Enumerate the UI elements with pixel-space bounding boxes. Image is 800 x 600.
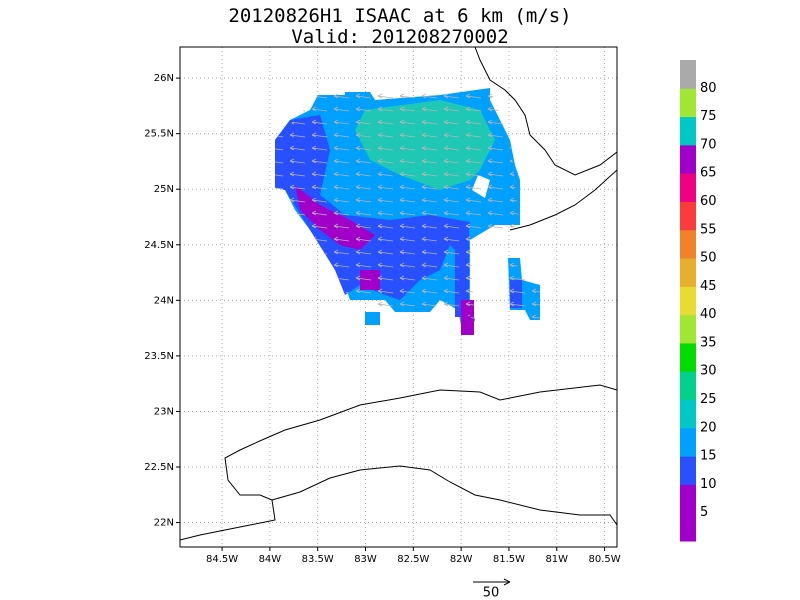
colorbar-label: 5 xyxy=(700,505,708,520)
shading xyxy=(275,88,540,335)
colorbar-label: 75 xyxy=(700,109,717,124)
grid xyxy=(180,47,617,547)
y-tick-label: 22.5N xyxy=(144,462,174,473)
x-tick-label: 84W xyxy=(259,554,282,565)
colorbar-segment xyxy=(680,484,696,514)
axis-labels: 84.5W 84W 83.5W 83W 82.5W 82W 81.5W 81W 80.5W 22N… xyxy=(144,73,621,565)
colorbar-label: 70 xyxy=(700,137,717,152)
colorbar-segment xyxy=(680,456,696,485)
colorbar-label: 80 xyxy=(700,81,717,96)
title: 20120826H1 ISAAC at 6 km (m/s) xyxy=(228,5,571,27)
colorbar-segment xyxy=(680,116,696,146)
y-tick-label: 25N xyxy=(154,184,174,195)
y-tick-label: 24.5N xyxy=(144,240,174,251)
coastline xyxy=(509,169,617,231)
y-tick-label: 24N xyxy=(154,295,174,306)
colorbar: 5 10 15 20 25 30 35 40 45 50 55 60 65 70 75 80 xyxy=(680,60,717,542)
x-tick-label: 84.5W xyxy=(206,554,238,565)
colorbar-label: 40 xyxy=(700,307,717,322)
colorbar-segment xyxy=(680,88,696,118)
colorbar-segment xyxy=(680,371,696,401)
colorbar-segment xyxy=(680,342,696,372)
colorbar-segment xyxy=(680,144,696,174)
colorbar-label: 10 xyxy=(700,477,717,492)
colorbar-label: 65 xyxy=(700,166,717,181)
colorbar-label: 15 xyxy=(700,449,717,464)
colorbar-segment xyxy=(680,512,696,542)
x-tick-label: 83W xyxy=(354,554,377,565)
reference-vector-label: 50 xyxy=(483,586,500,600)
colorbar-segment xyxy=(680,399,696,429)
coastline xyxy=(474,47,617,176)
wind-field xyxy=(180,47,617,541)
colorbar-label: 30 xyxy=(700,364,717,379)
wind-vectors xyxy=(508,258,540,320)
coastlines xyxy=(180,47,617,541)
colorbar-segment xyxy=(680,314,696,344)
colorbar-segment xyxy=(680,201,696,231)
colorbar-segment xyxy=(680,229,696,259)
y-tick-label: 23N xyxy=(154,406,174,417)
colorbar-label: 20 xyxy=(700,420,717,435)
colorbar-label: 50 xyxy=(700,251,717,266)
subtitle: Valid: 201208270002 xyxy=(291,26,508,48)
x-tick-label: 82W xyxy=(450,554,473,565)
colorbar-label: 45 xyxy=(700,279,717,294)
coastline xyxy=(261,384,617,441)
x-tick-label: 81.5W xyxy=(493,554,525,565)
colorbar-label: 55 xyxy=(700,222,717,237)
coastline xyxy=(180,439,276,541)
colorbar-label: 35 xyxy=(700,335,717,350)
x-tick-label: 83.5W xyxy=(302,554,334,565)
colorbar-segment xyxy=(680,173,696,202)
colorbar-label: 60 xyxy=(700,194,717,209)
y-tick-label: 23.5N xyxy=(144,351,174,362)
colorbar-segment xyxy=(680,427,696,457)
colorbar-label: 25 xyxy=(700,392,717,407)
shade-region xyxy=(365,312,380,325)
y-tick-label: 26N xyxy=(154,73,174,84)
x-tick-label: 80.5W xyxy=(588,554,620,565)
reference-vector-head xyxy=(503,578,511,586)
y-tick-label: 22N xyxy=(154,518,174,529)
colorbar-segment xyxy=(680,258,696,287)
colorbar-segment xyxy=(680,60,696,89)
y-tick-label: 25.5N xyxy=(144,129,174,140)
colorbar-segment xyxy=(680,286,696,316)
plot-frame xyxy=(179,46,618,548)
x-tick-label: 82.5W xyxy=(397,554,429,565)
wind-vectors xyxy=(275,88,520,320)
coastline xyxy=(271,465,617,526)
x-tick-label: 81W xyxy=(545,554,568,565)
